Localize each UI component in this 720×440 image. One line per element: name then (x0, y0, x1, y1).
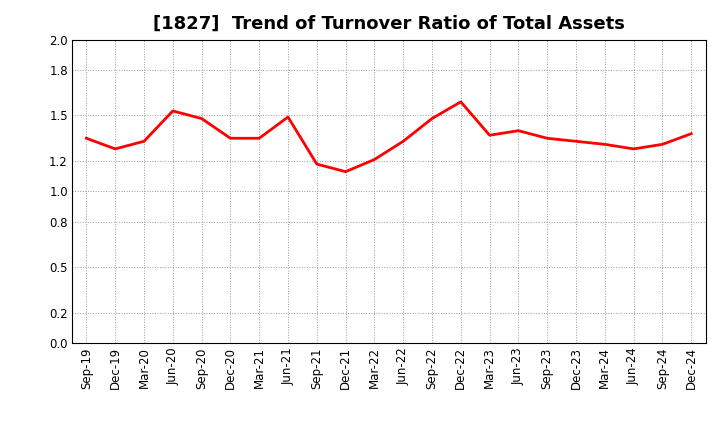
Title: [1827]  Trend of Turnover Ratio of Total Assets: [1827] Trend of Turnover Ratio of Total … (153, 15, 625, 33)
